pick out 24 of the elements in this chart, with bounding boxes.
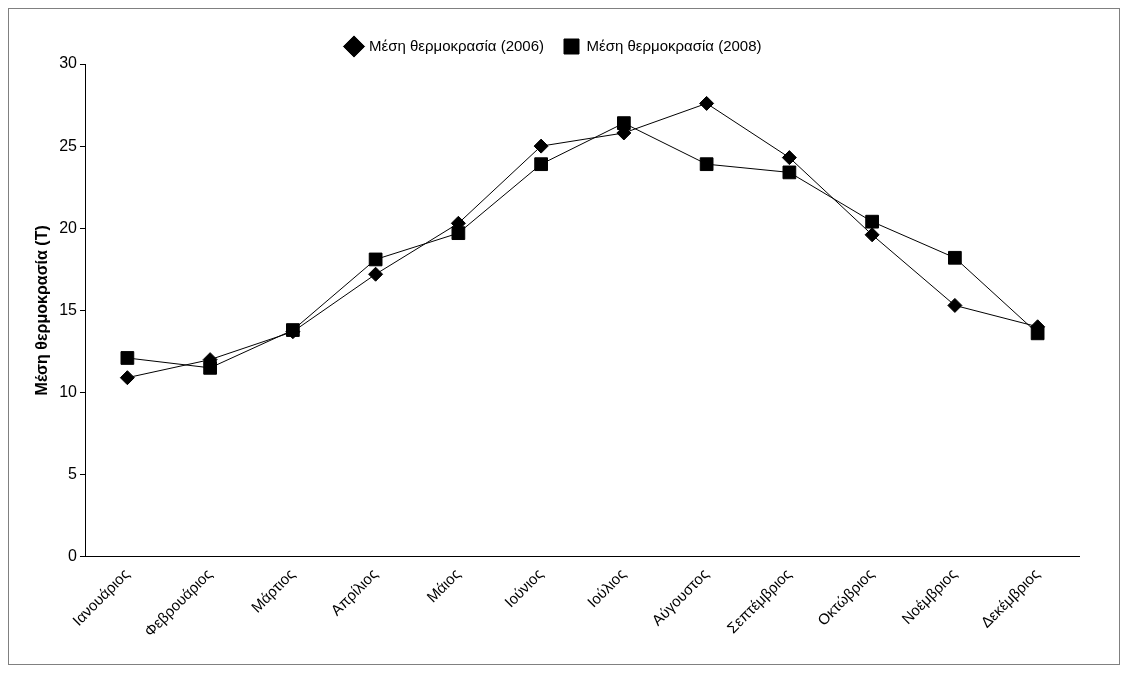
- y-axis-title: Μέση θερμοκρασία (Τ): [33, 225, 51, 396]
- point: [368, 252, 383, 267]
- y-tick-label: 5: [68, 465, 78, 482]
- point: [781, 150, 797, 166]
- point: [864, 227, 880, 243]
- point: [120, 351, 135, 365]
- point: [368, 266, 384, 282]
- y-tick-label: 20: [59, 218, 78, 236]
- y-tick-label: 15: [59, 300, 78, 318]
- point: [699, 157, 714, 172]
- point: [947, 297, 963, 313]
- point: [699, 95, 715, 111]
- point: [782, 165, 797, 180]
- legend-label: Μέση θερμοκρασία (2006): [369, 36, 545, 54]
- point: [533, 138, 549, 154]
- point: [865, 214, 879, 229]
- point: [534, 157, 548, 172]
- y-tick-label: 25: [59, 136, 78, 154]
- y-tick-label: 30: [59, 54, 78, 72]
- y-tick-label: 10: [59, 382, 78, 400]
- y-tick-label: 0: [68, 547, 78, 565]
- point: [119, 370, 135, 386]
- legend-label: Μέση θερμοκρασία (2008): [586, 36, 762, 54]
- point: [948, 250, 962, 265]
